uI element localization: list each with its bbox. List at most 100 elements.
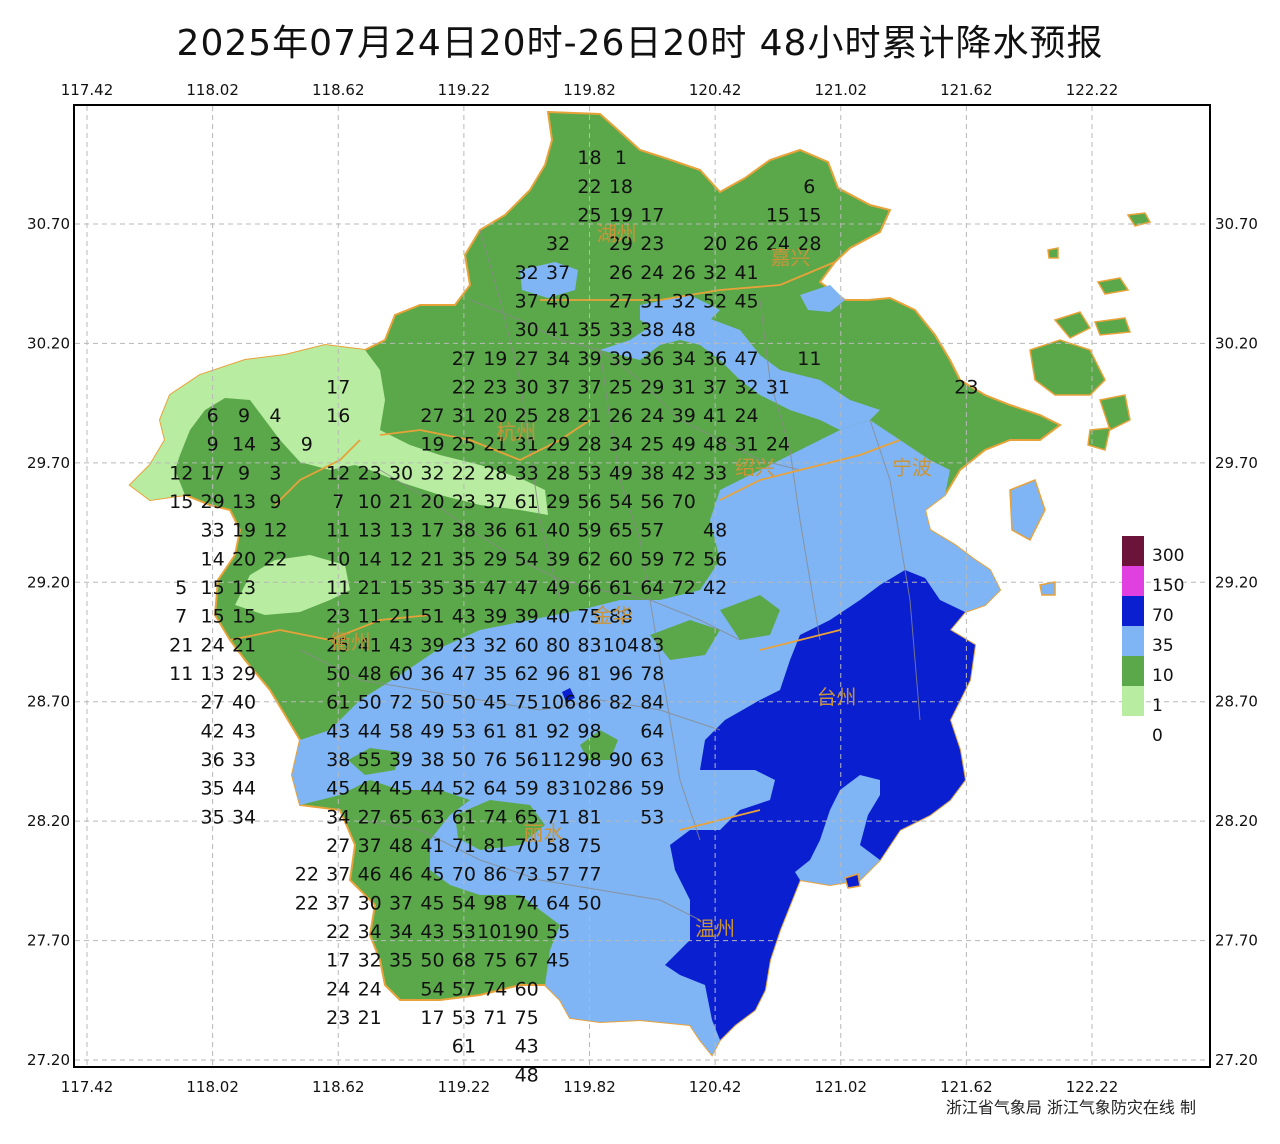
rainfall-value: 29 bbox=[609, 233, 633, 255]
island-zhoushan-5 bbox=[1099, 394, 1131, 432]
rainfall-value: 50 bbox=[358, 692, 382, 714]
rainfall-value: 56 bbox=[577, 491, 601, 513]
lat-label-right: 30.20 bbox=[1215, 334, 1258, 352]
island-east-coast bbox=[1009, 479, 1046, 542]
rainfall-value: 44 bbox=[358, 720, 382, 742]
rainfall-value: 73 bbox=[515, 864, 539, 886]
rainfall-value: 50 bbox=[452, 692, 476, 714]
rainfall-value: 28 bbox=[577, 434, 601, 456]
rainfall-value: 42 bbox=[201, 720, 225, 742]
rainfall-value: 50 bbox=[452, 749, 476, 771]
rainfall-value: 96 bbox=[609, 663, 633, 685]
rainfall-value: 51 bbox=[420, 606, 444, 628]
rainfall-value: 74 bbox=[483, 806, 507, 828]
rainfall-value: 71 bbox=[452, 835, 476, 857]
rainfall-value: 37 bbox=[326, 864, 350, 886]
rainfall-value: 20 bbox=[420, 491, 444, 513]
rainfall-value: 45 bbox=[546, 950, 570, 972]
rainfall-value: 32 bbox=[358, 950, 382, 972]
rainfall-value: 58 bbox=[546, 835, 570, 857]
rainfall-value: 38 bbox=[640, 462, 664, 484]
rainfall-value: 28 bbox=[797, 233, 821, 255]
rain-area-10-island-e bbox=[348, 748, 400, 775]
rainfall-value: 22 bbox=[577, 176, 601, 198]
rainfall-value: 17 bbox=[326, 950, 350, 972]
rainfall-value: 104 bbox=[603, 634, 639, 656]
rainfall-value: 6 bbox=[803, 176, 815, 198]
rainfall-value: 15 bbox=[201, 577, 225, 599]
city-label: 温州 bbox=[695, 917, 735, 941]
rainfall-value: 1 bbox=[615, 147, 627, 169]
rainfall-value: 54 bbox=[452, 892, 476, 914]
rainfall-value: 37 bbox=[326, 892, 350, 914]
city-label: 绍兴 bbox=[735, 456, 775, 480]
rainfall-value: 15 bbox=[169, 491, 193, 513]
rainfall-value: 22 bbox=[263, 548, 287, 570]
city-label: 嘉兴 bbox=[771, 245, 811, 269]
lon-label-top: 118.02 bbox=[186, 81, 239, 99]
rainfall-value: 47 bbox=[483, 577, 507, 599]
rainfall-value: 41 bbox=[546, 319, 570, 341]
lat-label-right: 30.70 bbox=[1215, 215, 1258, 233]
rainfall-value: 41 bbox=[358, 634, 382, 656]
rainfall-value: 67 bbox=[515, 950, 539, 972]
rainfall-value: 11 bbox=[797, 348, 821, 370]
rainfall-value: 32 bbox=[515, 262, 539, 284]
rainfall-value: 56 bbox=[640, 491, 664, 513]
rainfall-value: 9 bbox=[301, 434, 313, 456]
legend-label: 300 bbox=[1152, 546, 1184, 566]
rainfall-value: 39 bbox=[389, 749, 413, 771]
lat-label-left: 28.70 bbox=[27, 693, 70, 711]
rainfall-value: 27 bbox=[452, 348, 476, 370]
rainfall-value: 44 bbox=[420, 778, 444, 800]
rainfall-value: 63 bbox=[420, 806, 444, 828]
legend-swatch bbox=[1122, 656, 1144, 686]
rainfall-value: 23 bbox=[452, 634, 476, 656]
rainfall-value: 75 bbox=[483, 950, 507, 972]
rainfall-value: 50 bbox=[420, 950, 444, 972]
rainfall-value: 46 bbox=[389, 864, 413, 886]
rainfall-value: 23 bbox=[326, 1007, 350, 1029]
rainfall-value: 38 bbox=[640, 319, 664, 341]
rainfall-value: 20 bbox=[703, 233, 727, 255]
rainfall-value: 65 bbox=[609, 520, 633, 542]
rainfall-value: 84 bbox=[640, 692, 664, 714]
rainfall-value: 9 bbox=[269, 491, 281, 513]
rainfall-value: 47 bbox=[734, 348, 758, 370]
rainfall-value: 38 bbox=[420, 749, 444, 771]
rainfall-value: 31 bbox=[515, 434, 539, 456]
rainfall-value: 39 bbox=[483, 606, 507, 628]
rainfall-value: 53 bbox=[640, 806, 664, 828]
rainfall-value: 60 bbox=[515, 634, 539, 656]
rain-area-10-island-c bbox=[580, 730, 618, 760]
rainfall-value: 54 bbox=[609, 491, 633, 513]
rainfall-value: 24 bbox=[326, 978, 350, 1000]
rainfall-value: 54 bbox=[515, 548, 539, 570]
rainfall-value: 64 bbox=[546, 892, 570, 914]
lat-label-right: 27.20 bbox=[1215, 1051, 1258, 1069]
island-zhoushan-3 bbox=[1093, 317, 1132, 336]
rainfall-value: 72 bbox=[672, 577, 696, 599]
rainfall-value: 15 bbox=[766, 204, 790, 226]
rainfall-value: 77 bbox=[577, 864, 601, 886]
rainfall-value: 24 bbox=[640, 405, 664, 427]
rainfall-value: 43 bbox=[389, 634, 413, 656]
rainfall-value: 35 bbox=[201, 806, 225, 828]
rainfall-value: 82 bbox=[609, 692, 633, 714]
rainfall-value: 64 bbox=[483, 778, 507, 800]
lon-label-bottom: 122.22 bbox=[1066, 1078, 1119, 1096]
rainfall-value: 25 bbox=[640, 434, 664, 456]
rain-area-10-island-d bbox=[455, 800, 545, 850]
rainfall-value: 9 bbox=[238, 462, 250, 484]
rainfall-value: 32 bbox=[420, 462, 444, 484]
rainfall-value: 12 bbox=[326, 462, 350, 484]
rainfall-value: 32 bbox=[734, 376, 758, 398]
rainfall-value: 4 bbox=[269, 405, 281, 427]
rainfall-value: 15 bbox=[389, 577, 413, 599]
rainfall-value: 61 bbox=[326, 692, 350, 714]
rainfall-value: 14 bbox=[201, 548, 225, 570]
lon-label-bottom: 121.62 bbox=[940, 1078, 993, 1096]
rainfall-value: 98 bbox=[577, 720, 601, 742]
legend-label: 150 bbox=[1152, 576, 1184, 596]
rainfall-value: 41 bbox=[703, 405, 727, 427]
